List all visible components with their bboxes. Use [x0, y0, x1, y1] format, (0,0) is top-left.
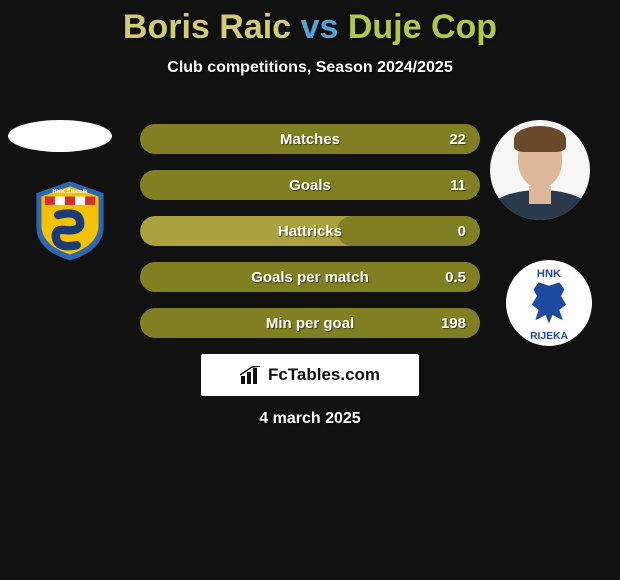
- stat-label: Hattricks: [140, 216, 480, 246]
- stat-value: 0.5: [445, 262, 466, 292]
- team1-crest-label: HNK Šibenik: [52, 187, 88, 195]
- stat-value: 0: [458, 216, 466, 246]
- brand-badge[interactable]: FcTables.com: [201, 354, 419, 396]
- subtitle: Club competitions, Season 2024/2025: [0, 59, 620, 77]
- stat-label: Goals per match: [140, 262, 480, 292]
- stat-row: Goals11: [140, 170, 480, 200]
- player2-avatar: [490, 120, 590, 220]
- brand-text: FcTables.com: [268, 365, 380, 385]
- avatar-neck: [529, 186, 551, 204]
- stat-row: Goals per match0.5: [140, 262, 480, 292]
- stat-label: Matches: [140, 124, 480, 154]
- stat-row: Matches22: [140, 124, 480, 154]
- stat-row: Min per goal198: [140, 308, 480, 338]
- date-text: 4 march 2025: [0, 410, 620, 428]
- vs-text: vs: [301, 8, 339, 46]
- stat-label: Min per goal: [140, 308, 480, 338]
- page-title: Boris Raic vs Duje Cop: [0, 0, 620, 47]
- team2-crest-text-top: HNK: [537, 268, 561, 280]
- team2-crest-text-bottom: RIJEKA: [530, 331, 568, 342]
- stat-value: 198: [441, 308, 466, 338]
- stat-label: Goals: [140, 170, 480, 200]
- stat-value: 11: [450, 170, 466, 200]
- stats-block: Matches22 Goals11 Hattricks0 Goals per matc…: [140, 124, 480, 354]
- sibenik-shield-icon: HNK Šibenik: [28, 178, 112, 262]
- rijeka-crest-icon: HNK RIJEKA: [506, 260, 592, 346]
- stat-value: 22: [449, 124, 466, 154]
- avatar-hair: [514, 126, 566, 152]
- stat-row: Hattricks0: [140, 216, 480, 246]
- team2-crest: HNK RIJEKA: [506, 260, 592, 346]
- bars-icon: [240, 366, 262, 384]
- player1-avatar-placeholder: [8, 120, 112, 152]
- player1-name: Boris Raic: [123, 8, 291, 46]
- player2-name: Duje Cop: [348, 8, 497, 46]
- team1-crest: HNK Šibenik: [28, 178, 112, 262]
